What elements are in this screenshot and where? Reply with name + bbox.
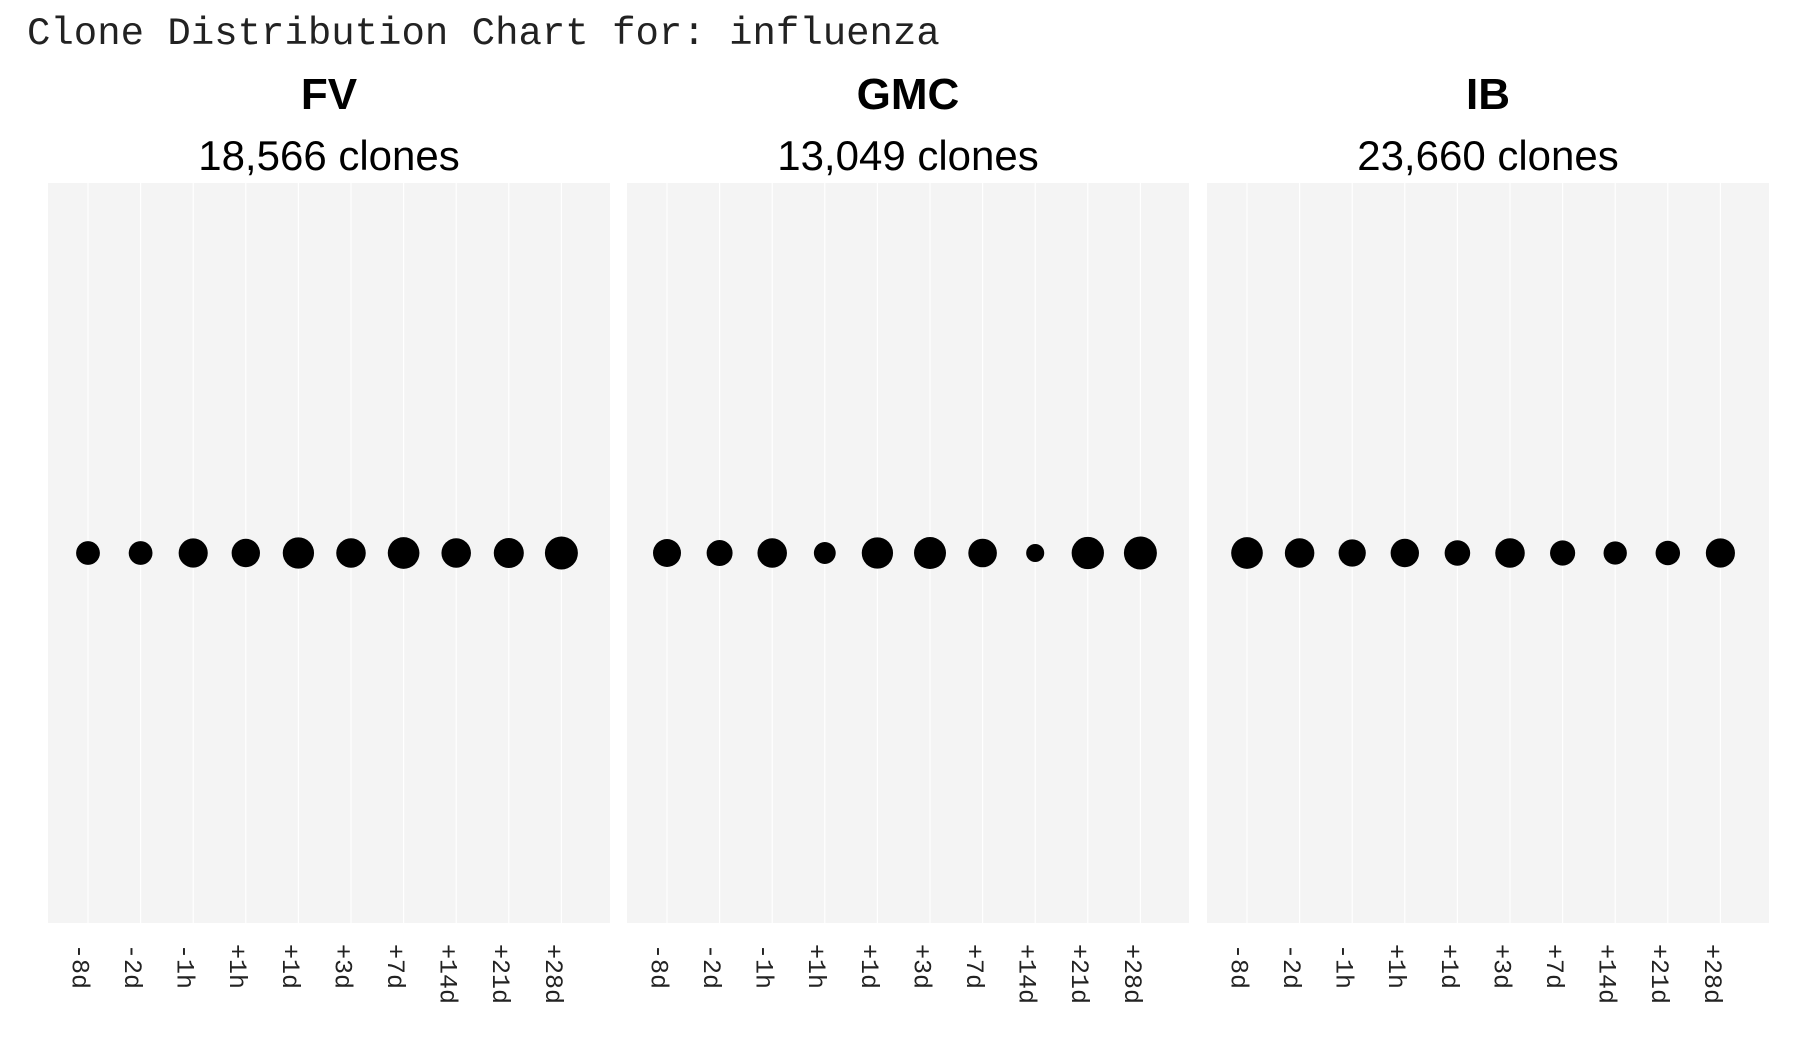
x-tick-label: +3d [906,944,935,989]
data-point [231,538,260,568]
data-point [1390,538,1419,568]
x-tick-label: -1h [749,944,778,989]
data-point [128,541,153,565]
x-tick-label: +1d [854,944,883,989]
data-point [1071,536,1104,570]
x-tick-label: +7d [380,944,409,989]
x-tick-label: +14d [1012,944,1041,1004]
facet-panel-ib: IB 23,660 clones -8d -2d -1h +1h +1d +3d +7d +1… [1207,0,1769,1052]
data-point [1705,538,1735,568]
data-point [1550,540,1576,566]
facet-plot-fv: -8d -2d -1h +1h +1d +3d +7d +14d +21d +28d [48,183,610,1004]
facet-panel-gmc: GMC 13,049 clones -8d -2d -1h +1h +1d +3d +7d +… [627,0,1189,1052]
data-point [336,538,366,568]
x-tick-label: -8d [1223,944,1252,989]
facet-title: GMC [856,70,960,119]
data-point [178,538,208,568]
data-point [441,538,471,568]
x-tick-label: +1h [1381,944,1410,989]
data-point [1444,540,1471,566]
x-tick-label: +7d [1539,944,1568,989]
x-tick-label: +14d [1592,944,1621,1004]
x-tick-label: +21d [1064,944,1093,1004]
x-tick-label: +21d [1644,944,1673,1004]
x-tick-label: -1h [170,944,199,989]
data-point [387,537,420,569]
facet-clone-count: 18,566 clones [198,132,460,179]
data-point [757,538,787,568]
data-point [1603,541,1627,565]
data-point [76,541,100,565]
data-point [653,539,681,567]
data-point [1231,537,1263,569]
data-point [914,537,946,569]
facet-clone-count: 13,049 clones [777,132,1039,179]
x-tick-label: +14d [433,944,462,1004]
x-tick-label: +1d [275,944,304,989]
data-point [544,536,578,570]
data-point [813,542,836,564]
data-point [1026,543,1045,563]
x-tick-label: -2d [1276,944,1305,989]
x-tick-label: +3d [1486,944,1515,989]
data-point [1284,538,1315,568]
x-tick-label: +1h [801,944,830,989]
facet-panel-fv: FV 18,566 clones -8d -2d -1h +1h +1d +3d +7d +1… [48,0,610,1052]
data-point [968,538,997,568]
facet-title: IB [1466,70,1510,119]
data-point [282,537,315,569]
x-tick-label: -8d [64,944,93,989]
facet-clone-count: 23,660 clones [1357,132,1619,179]
x-tick-label: -2d [696,944,725,989]
x-tick-label: +28d [538,944,567,1004]
x-tick-label: +28d [1117,944,1146,1004]
data-point [1655,540,1681,566]
x-tick-label: +1d [1434,944,1463,989]
data-point [861,537,894,569]
x-tick-label: +21d [485,944,514,1004]
x-tick-label: -1h [1329,944,1358,989]
data-point [1495,538,1525,568]
chart-title: Clone Distribution Chart for: influenza [27,12,940,56]
x-tick-label: +3d [327,944,356,989]
data-point [1338,539,1366,567]
x-tick-label: -8d [643,944,672,989]
data-point [706,540,733,566]
facet-plot-ib: -8d -2d -1h +1h +1d +3d +7d +14d +21d +28d [1207,183,1769,1004]
data-point [1123,536,1157,570]
data-point [493,537,524,569]
facet-title: FV [300,70,358,119]
x-tick-label: +1h [222,944,251,989]
x-tick-label: +7d [959,944,988,989]
x-tick-label: +28d [1697,944,1726,1004]
x-tick-label: -2d [117,944,146,989]
facet-plot-gmc: -8d -2d -1h +1h +1d +3d +7d +14d +21d +28d [627,183,1189,1004]
